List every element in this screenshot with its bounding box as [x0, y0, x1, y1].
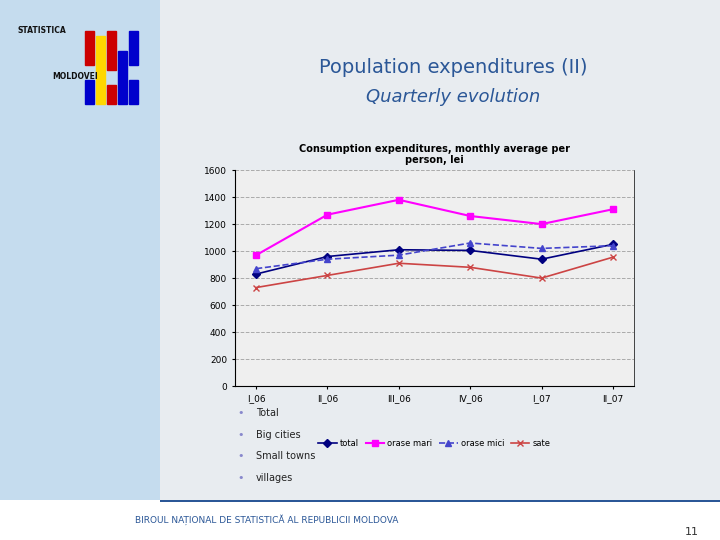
orase mici [466, 240, 474, 246]
Text: Total: Total [256, 408, 279, 418]
orase mari [608, 206, 617, 212]
orase mari [395, 197, 403, 203]
Bar [130, 80, 138, 104]
total [252, 271, 261, 278]
Text: •: • [238, 430, 244, 440]
orase mari [252, 252, 261, 258]
sate [323, 272, 332, 279]
orase mici [252, 265, 261, 272]
Line: orase mici: orase mici [253, 240, 616, 272]
total [466, 247, 474, 254]
Bar [86, 31, 94, 65]
Text: Population expenditures (II): Population expenditures (II) [320, 58, 588, 77]
orase mari [323, 211, 332, 218]
Line: total: total [253, 241, 616, 277]
Text: •: • [238, 451, 244, 461]
Legend: total, orase mari, orase mici, sate: total, orase mari, orase mici, sate [315, 435, 554, 451]
sate [466, 264, 474, 271]
sate [395, 260, 403, 266]
Text: Quarterly evolution: Quarterly evolution [366, 88, 541, 106]
Text: •: • [238, 408, 244, 418]
total [323, 253, 332, 260]
orase mari [537, 221, 546, 227]
orase mici [608, 242, 617, 249]
Line: orase mari: orase mari [253, 197, 616, 259]
total [537, 256, 546, 262]
Text: Big cities: Big cities [256, 430, 300, 440]
Text: Small towns: Small towns [256, 451, 315, 461]
sate [608, 254, 617, 260]
Text: 11: 11 [685, 527, 698, 537]
sate [537, 275, 546, 281]
Line: sate: sate [253, 254, 616, 291]
total [608, 241, 617, 247]
Title: Consumption expenditures, monthly average per
person, lei: Consumption expenditures, monthly averag… [299, 144, 570, 165]
Text: BIROUL NAȚIONAL DE STATISTICĂ AL REPUBLICII MOLDOVA: BIROUL NAȚIONAL DE STATISTICĂ AL REPUBLI… [135, 515, 398, 525]
orase mici [395, 252, 403, 258]
Bar [118, 51, 127, 104]
Text: villages: villages [256, 473, 293, 483]
Bar [107, 85, 116, 104]
Text: •: • [238, 473, 244, 483]
orase mici [537, 245, 546, 252]
total [395, 246, 403, 253]
Text: MOLDOVEI: MOLDOVEI [53, 72, 98, 81]
sate [252, 284, 261, 291]
Bar [130, 31, 138, 65]
Text: STATISTICA: STATISTICA [18, 26, 67, 36]
Bar [86, 80, 94, 104]
orase mici [323, 256, 332, 262]
Bar [96, 36, 105, 104]
Bar [107, 31, 116, 70]
orase mari [466, 213, 474, 219]
